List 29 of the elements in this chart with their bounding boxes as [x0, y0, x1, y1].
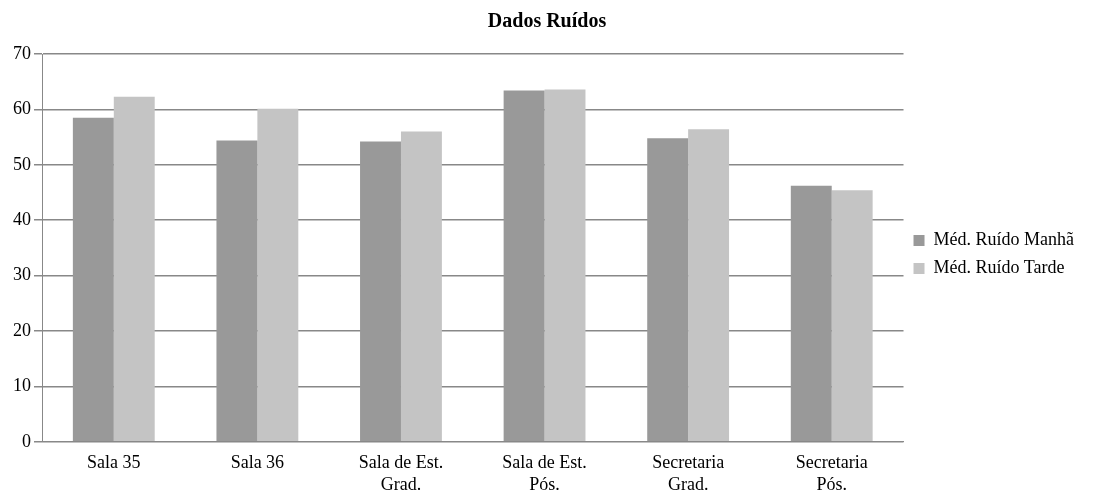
bar [72, 117, 114, 442]
y-tick-label: 40 [13, 208, 31, 229]
x-tick-label: Secretaria Pós. [795, 452, 868, 494]
x-tick-label: Sala 36 [230, 452, 285, 473]
chart-title: Dados Ruídos [487, 9, 607, 32]
y-tick-label: 60 [13, 98, 31, 119]
bar [257, 108, 299, 442]
bar [688, 129, 730, 442]
bar [400, 131, 442, 442]
bar [544, 89, 586, 442]
y-tick-label: 0 [22, 430, 31, 451]
x-tick-label: Secretaria Grad. [652, 452, 725, 494]
y-tick-label: 70 [13, 42, 31, 63]
bar [360, 141, 401, 442]
bar [113, 96, 155, 442]
y-tick-label: 10 [13, 375, 31, 396]
bar [503, 90, 545, 442]
legend-label: Méd. Ruído Tarde [933, 257, 1065, 278]
bar [831, 190, 873, 442]
x-tick-label: Sala 35 [87, 452, 141, 473]
x-tick-label: Sala de Est. Grad. [358, 452, 444, 494]
y-tick-label: 50 [13, 153, 31, 174]
x-tick-label: Sala de Est. Pós. [502, 452, 587, 494]
y-tick-label: 20 [13, 319, 31, 340]
y-tick-label: 30 [13, 264, 31, 285]
bar [647, 138, 689, 442]
bar [790, 185, 832, 442]
legend-label: Méd. Ruído Manhã [933, 229, 1075, 250]
bar [216, 140, 258, 442]
